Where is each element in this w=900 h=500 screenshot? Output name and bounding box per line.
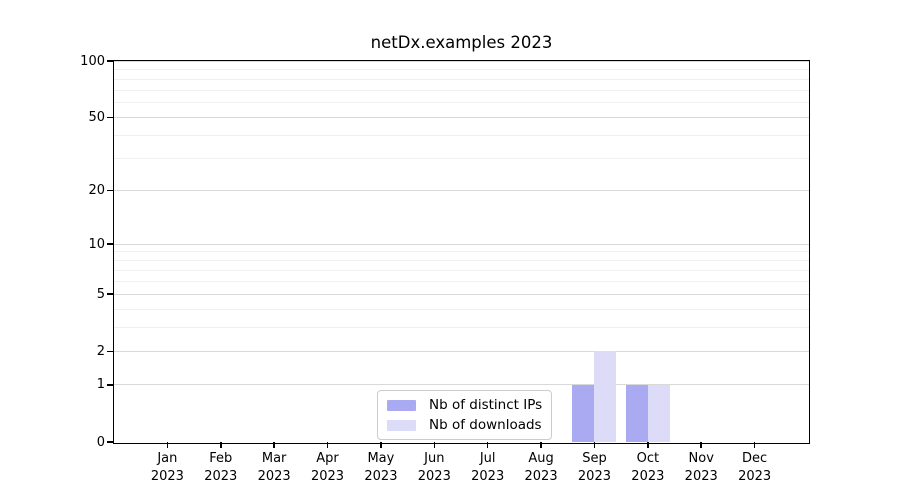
x-axis-tick-label: May 2023 (346, 450, 416, 486)
minor-gridline (114, 78, 809, 80)
year-label: 2023 (364, 469, 398, 484)
x-axis-tick (540, 442, 542, 448)
bar-oct-downloads (647, 384, 670, 442)
month-label: Mar (261, 451, 287, 466)
y-axis-tick (107, 116, 113, 119)
x-axis-tick-label: Jan 2023 (132, 450, 202, 486)
x-axis-tick (166, 442, 169, 448)
y-axis-tick (107, 441, 113, 443)
bar-oct-distinct-ips (625, 384, 648, 442)
y-axis-tick-label: 10 (88, 236, 105, 252)
legend-label-downloads: Nb of downloads (429, 417, 542, 433)
y-axis-tick (107, 243, 113, 245)
month-label: Oct (636, 451, 660, 466)
year-label: 2023 (738, 469, 772, 484)
year-label: 2023 (577, 469, 611, 484)
legend-swatch-downloads (387, 419, 416, 431)
major-gridline (114, 116, 809, 118)
x-axis-tick (326, 442, 329, 448)
minor-gridline (114, 69, 809, 71)
month-label: Jun (424, 451, 445, 466)
x-axis-tick-label: Dec 2023 (720, 450, 790, 486)
x-axis-tick (273, 442, 275, 448)
minor-gridline (114, 134, 809, 136)
x-axis-tick-label: Feb 2023 (186, 450, 256, 486)
x-axis-tick (380, 442, 382, 448)
year-label: 2023 (684, 469, 718, 484)
minor-gridline (114, 260, 809, 262)
legend: Nb of distinct IPs Nb of downloads (377, 390, 553, 440)
year-label: 2023 (257, 469, 291, 484)
month-label: Feb (209, 451, 233, 466)
year-label: 2023 (471, 469, 505, 484)
y-axis-tick-label: 1 (96, 377, 105, 393)
bar-sep-distinct-ips (572, 384, 595, 442)
major-gridline (114, 243, 809, 245)
x-axis-tick (593, 442, 596, 448)
year-label: 2023 (150, 469, 184, 484)
x-axis-tick (220, 442, 222, 448)
bar-sep-downloads (594, 351, 617, 442)
minor-gridline (114, 308, 809, 310)
x-axis-tick-label: Nov 2023 (666, 450, 736, 486)
x-axis-tick (433, 442, 436, 448)
minor-gridline (114, 251, 809, 253)
month-label: Jul (479, 451, 496, 466)
year-label: 2023 (204, 469, 238, 484)
y-axis-tick-label: 0 (96, 434, 105, 450)
month-label: Dec (742, 451, 768, 466)
minor-gridline (114, 89, 809, 91)
year-label: 2023 (417, 469, 451, 484)
y-axis-tick (107, 350, 113, 353)
minor-gridline (114, 158, 809, 159)
x-axis-tick (753, 442, 756, 448)
chart-title: netDx.examples 2023 (370, 33, 553, 52)
x-axis-tick-label: Mar 2023 (239, 450, 309, 486)
y-axis-tick (107, 189, 113, 192)
y-axis-tick (107, 384, 113, 386)
major-gridline (114, 384, 809, 386)
y-axis-tick (107, 60, 113, 62)
legend-item-downloads: Nb of downloads (387, 417, 542, 433)
x-axis-tick-label: Apr 2023 (293, 450, 363, 486)
month-label: Apr (316, 451, 339, 466)
x-axis-tick (700, 442, 702, 448)
y-axis-tick-label: 2 (96, 343, 105, 359)
y-axis-tick-label: 20 (88, 183, 105, 199)
minor-gridline (114, 327, 809, 329)
month-label: Jan (157, 451, 178, 466)
month-label: May (367, 451, 395, 466)
x-axis-tick-label: Aug 2023 (506, 450, 576, 486)
x-axis-tick (647, 442, 649, 448)
x-axis-tick (486, 442, 489, 448)
major-gridline (114, 350, 809, 352)
year-label: 2023 (310, 469, 345, 484)
major-gridline (114, 190, 809, 192)
legend-label-distinct-ips: Nb of distinct IPs (429, 397, 543, 413)
legend-item-distinct-ips: Nb of distinct IPs (387, 397, 542, 413)
major-gridline (114, 60, 809, 62)
y-axis-tick-label: 5 (96, 286, 105, 302)
minor-gridline (114, 280, 809, 282)
month-label: Sep (582, 451, 607, 466)
month-label: Aug (528, 451, 554, 466)
minor-gridline (114, 269, 809, 271)
plot-area: Nb of distinct IPs Nb of downloads 0 1 2 5 1… (80, 54, 810, 484)
x-axis-tick-label: Jul 2023 (453, 450, 523, 486)
year-label: 2023 (631, 469, 665, 484)
y-axis-tick-label: 50 (88, 109, 105, 125)
y-axis-tick (107, 293, 113, 295)
minor-gridline (114, 102, 809, 104)
major-gridline (114, 293, 809, 295)
month-label: Nov (688, 451, 714, 466)
x-axis-tick-label: Sep 2023 (559, 450, 629, 486)
x-axis-tick-label: Oct 2023 (613, 450, 683, 486)
year-label: 2023 (524, 469, 558, 484)
x-axis-tick-label: Jun 2023 (399, 450, 469, 486)
legend-swatch-distinct-ips (387, 399, 416, 411)
y-axis-tick-label: 100 (80, 53, 105, 69)
